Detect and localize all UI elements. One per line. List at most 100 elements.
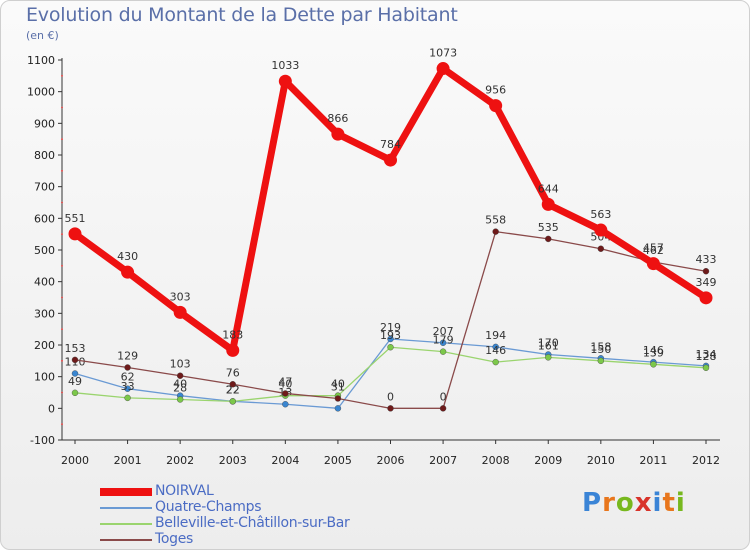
y-minor-tick xyxy=(61,296,63,299)
x-tick-label: 2003 xyxy=(219,454,247,467)
legend-label: Toges xyxy=(155,531,194,547)
data-label-toges: 0 xyxy=(387,390,394,403)
data-label-quatre-champs: 62 xyxy=(121,371,135,384)
x-tick-label: 2009 xyxy=(534,454,562,467)
logo-letter: t xyxy=(662,488,676,518)
data-point-belleville-et-chatillon-sur-bar xyxy=(650,361,657,368)
data-point-quatre-champs xyxy=(282,401,289,408)
data-label-belleville-et-chatillon-sur-bar: 161 xyxy=(538,339,559,352)
y-tick-label: 100 xyxy=(34,371,55,384)
data-label-belleville-et-chatillon-sur-bar: 33 xyxy=(121,380,135,393)
logo-letter: r xyxy=(602,488,616,518)
data-label-belleville-et-chatillon-sur-bar: 150 xyxy=(590,343,611,356)
data-label-noirval: 430 xyxy=(117,250,138,263)
y-tick-label: 200 xyxy=(34,339,55,352)
x-tick-label: 2007 xyxy=(429,454,457,467)
y-tick-label: 1000 xyxy=(27,86,55,99)
y-tick-label: 0 xyxy=(48,402,55,415)
legend-swatch xyxy=(100,507,152,509)
y-minor-tick xyxy=(61,201,63,204)
data-label-noirval: 303 xyxy=(170,290,191,303)
x-tick-label: 2001 xyxy=(114,454,142,467)
data-label-noirval: 644 xyxy=(538,182,559,195)
y-minor-tick xyxy=(61,423,63,426)
legend-swatch xyxy=(100,523,152,525)
data-label-belleville-et-chatillon-sur-bar: 128 xyxy=(696,350,717,363)
data-point-toges xyxy=(597,245,605,252)
y-tick-label: -100 xyxy=(30,434,55,447)
data-point-noirval xyxy=(646,257,660,271)
x-tick-label: 2011 xyxy=(639,454,667,467)
data-point-quatre-champs xyxy=(334,405,342,412)
data-point-belleville-et-chatillon-sur-bar xyxy=(597,357,605,365)
x-tick-label: 2012 xyxy=(692,454,720,467)
data-point-belleville-et-chatillon-sur-bar xyxy=(702,364,710,371)
legend-label: Belleville-et-Châtillon-sur-Bar xyxy=(155,515,350,531)
x-tick-label: 2008 xyxy=(482,454,510,467)
data-point-noirval xyxy=(68,227,82,241)
data-label-quatre-champs: 134 xyxy=(696,348,717,361)
data-point-noirval xyxy=(436,62,450,76)
data-label-belleville-et-chatillon-sur-bar: 49 xyxy=(68,375,82,388)
data-label-noirval: 1033 xyxy=(271,59,299,72)
data-label-belleville-et-chatillon-sur-bar: 40 xyxy=(278,378,292,391)
data-point-quatre-champs xyxy=(71,370,79,377)
legend-label: Quatre-Champs xyxy=(155,499,262,515)
y-axis-unit-label: (en €) xyxy=(26,29,59,42)
data-point-belleville-et-chatillon-sur-bar xyxy=(176,396,184,403)
data-point-toges xyxy=(71,356,79,364)
x-tick-label: 2006 xyxy=(377,454,405,467)
chart-title: Evolution du Montant de la Dette par Hab… xyxy=(26,4,458,26)
x-tick-label: 2004 xyxy=(271,454,299,467)
data-label-toges: 76 xyxy=(226,366,240,379)
data-label-quatre-champs: 40 xyxy=(173,378,187,391)
data-point-toges xyxy=(439,405,447,412)
series-line-noirval xyxy=(71,65,710,354)
legend-swatch xyxy=(100,539,152,541)
data-label-noirval: 956 xyxy=(485,84,506,97)
proxiti-logo: Proxiti xyxy=(582,488,686,518)
data-label-noirval: 563 xyxy=(590,208,611,221)
y-minor-tick xyxy=(61,328,63,331)
data-point-noirval xyxy=(489,99,503,113)
data-point-noirval xyxy=(121,265,135,279)
data-label-quatre-champs: 146 xyxy=(643,344,664,357)
data-label-belleville-et-chatillon-sur-bar: 28 xyxy=(173,381,187,394)
x-tick-label: 2010 xyxy=(587,454,615,467)
data-label-belleville-et-chatillon-sur-bar: 193 xyxy=(380,329,401,342)
y-tick-label: 700 xyxy=(34,181,55,194)
y-minor-tick xyxy=(61,138,63,141)
y-minor-tick xyxy=(61,74,63,77)
data-label-toges: 535 xyxy=(538,221,559,234)
logo-letter: o xyxy=(615,488,635,518)
data-label-noirval: 866 xyxy=(327,112,348,125)
data-label-noirval: 551 xyxy=(65,212,86,225)
y-minor-tick xyxy=(61,264,63,267)
data-point-noirval xyxy=(278,74,292,88)
logo-letter: i xyxy=(652,488,663,518)
data-point-toges xyxy=(387,405,394,412)
data-label-toges: 31 xyxy=(331,381,345,394)
y-tick-label: 1100 xyxy=(27,54,55,67)
data-point-belleville-et-chatillon-sur-bar xyxy=(387,344,394,351)
logo-letter: i xyxy=(675,488,686,518)
data-label-belleville-et-chatillon-sur-bar: 22 xyxy=(226,383,240,396)
data-label-quatre-champs: 22 xyxy=(226,383,240,396)
data-label-noirval: 1073 xyxy=(429,47,457,60)
data-point-noirval xyxy=(331,127,345,141)
data-point-noirval xyxy=(173,305,187,319)
y-tick-label: 500 xyxy=(34,244,55,257)
x-tick-label: 2005 xyxy=(324,454,352,467)
data-label-noirval: 457 xyxy=(643,242,664,255)
data-point-belleville-et-chatillon-sur-bar xyxy=(229,398,236,405)
data-label-noirval: 183 xyxy=(222,328,243,341)
data-label-quatre-champs: 170 xyxy=(538,337,559,350)
data-point-quatre-champs xyxy=(492,343,499,351)
y-tick-label: 800 xyxy=(34,149,55,162)
data-point-noirval xyxy=(226,343,240,357)
data-point-belleville-et-chatillon-sur-bar xyxy=(439,348,447,355)
data-point-toges xyxy=(702,268,710,275)
legend-swatch xyxy=(100,488,152,496)
y-minor-tick xyxy=(61,391,63,394)
